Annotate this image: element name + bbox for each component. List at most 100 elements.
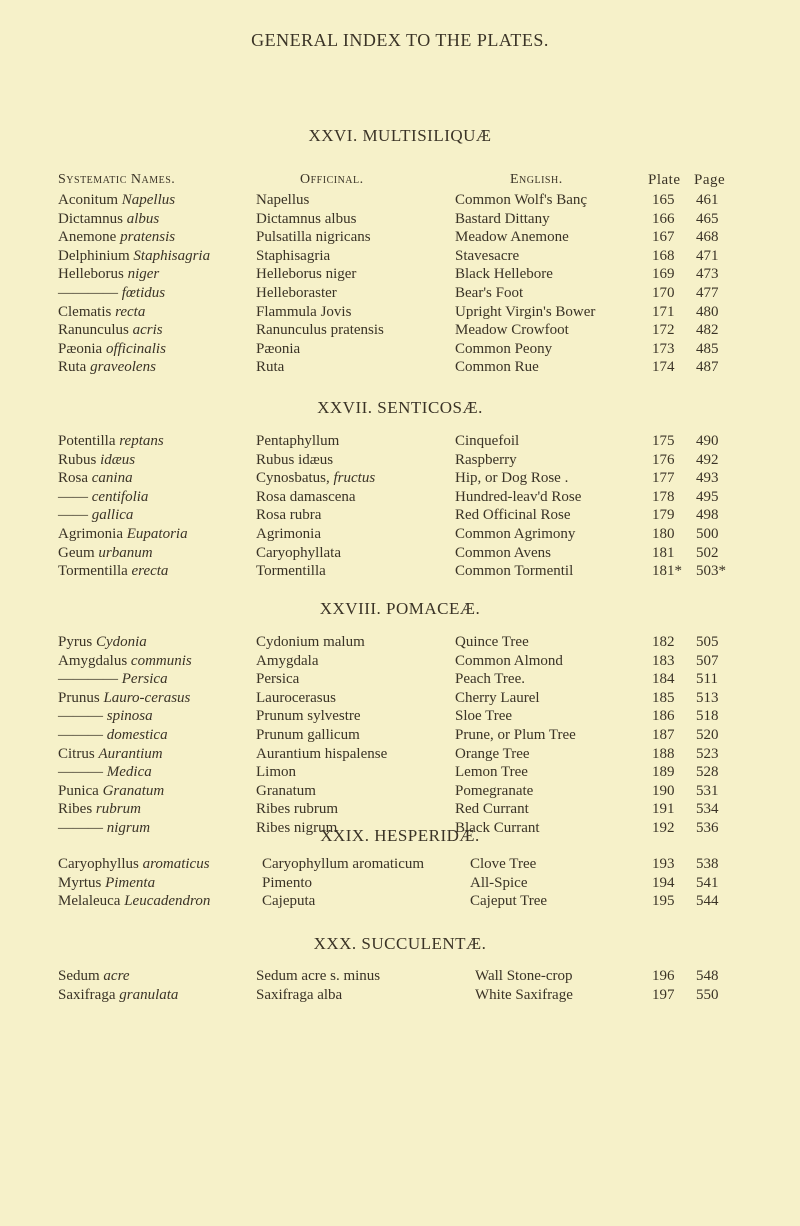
english-name: Common Rue: [455, 359, 539, 376]
genus: Amygdalus: [58, 652, 131, 669]
table-row: Punica Granatum Granatum Pomegranate 190 531: [0, 782, 800, 801]
systematic-name: Clematis recta: [58, 303, 145, 322]
species: niger: [127, 266, 160, 283]
page-number: 520: [696, 726, 719, 743]
table-row: Delphinium Staphisagria Staphisagria Stave…: [0, 247, 800, 266]
genus: Geum: [58, 544, 99, 561]
page-number: 485: [696, 340, 719, 357]
officinal-name: Cynosbatus, fructus: [256, 469, 375, 488]
species: Lauro-cerasus: [103, 689, 191, 706]
section-title: XXX. SUCCULENTÆ.: [313, 934, 487, 953]
section-table: Pyrus Cydonia Cydonium malum Quince Tree 18…: [0, 633, 800, 838]
officinal-roman: Aurantium hispalense: [256, 745, 388, 762]
english-name: Red Officinal Rose: [455, 507, 571, 524]
table-row: Clematis recta Flammula Jovis Upright Virg…: [0, 303, 800, 322]
page-number: 511: [696, 671, 718, 688]
table-row: ——— spinosa Prunum sylvestre Sloe Tree 186 5…: [0, 707, 800, 726]
genus: Ruta: [58, 359, 91, 376]
page-number: 500: [696, 525, 719, 542]
plate-number: 171: [652, 303, 675, 320]
plate-number: 178: [652, 488, 675, 505]
plate-number: 197: [652, 986, 675, 1003]
english-name: Orange Tree: [455, 745, 530, 762]
officinal-name: Ranunculus pratensis: [256, 321, 384, 340]
officinal-name: Agrimonia: [256, 525, 321, 544]
species: acre: [103, 968, 130, 984]
genus: Caryophyllus: [58, 856, 143, 872]
officinal-roman: Ribes nigrum: [256, 819, 338, 836]
page-number: 536: [696, 819, 719, 836]
english-name: Prune, or Plum Tree: [455, 726, 576, 743]
table-row: Ruta graveolens Ruta Common Rue 174 487: [0, 358, 800, 377]
species: albus: [126, 210, 160, 227]
officinal-roman: Pimento: [262, 874, 313, 891]
plate-number: 170: [652, 284, 675, 301]
genus: Clematis: [58, 303, 116, 320]
officinal-roman: Rosa damascena: [256, 488, 356, 505]
section-title: XXIX. HESPERIDÆ.: [320, 826, 480, 845]
genus: Anemone: [58, 229, 121, 246]
species: Persica: [121, 671, 168, 688]
officinal-name: Flammula Jovis: [256, 303, 351, 322]
page-number: 544: [696, 893, 719, 910]
systematic-name: Sedum acre: [58, 967, 130, 986]
species: pratensis: [120, 229, 176, 246]
english-name: Common Agrimony: [455, 525, 576, 542]
systematic-name: Citrus Aurantium: [58, 745, 163, 764]
species: Cydonia: [95, 634, 147, 650]
table-row: Myrtus Pimenta Pimento All-Spice 194 541: [0, 874, 800, 893]
genus: Potentilla: [58, 433, 120, 449]
systematic-name: Saxifraga granulata: [58, 986, 178, 1005]
systematic-name: Ranunculus acris: [58, 321, 163, 340]
english-name: Quince Tree: [455, 634, 529, 650]
systematic-name: Anemone pratensis: [58, 228, 175, 247]
table-row: Amygdalus communis Amygdala Common Almond 1…: [0, 652, 800, 671]
page-number: 468: [696, 229, 719, 246]
officinal-roman: Granatum: [256, 782, 316, 799]
plate-number: 182: [652, 634, 675, 650]
english-name: Meadow Crowfoot: [455, 322, 569, 339]
systematic-name: Geum urbanum: [58, 544, 153, 563]
english-name: Wall Stone-crop: [475, 968, 573, 984]
systematic-name: Delphinium Staphisagria: [58, 247, 210, 266]
systematic-name: Helleborus niger: [58, 265, 159, 284]
english-name: Common Tormentil: [455, 563, 574, 580]
plate-number: 186: [652, 708, 675, 725]
officinal-roman: Ribes rubrum: [256, 801, 339, 818]
page-number: 502: [696, 544, 719, 561]
genus: Delphinium: [58, 247, 134, 264]
officinal-name: Ruta: [256, 358, 284, 377]
officinal-name: Napellus: [256, 191, 309, 210]
genus: Melaleuca: [58, 893, 125, 910]
genus: Rosa: [58, 470, 92, 487]
genus: Ranunculus: [58, 322, 133, 339]
english-name: Upright Virgin's Bower: [455, 303, 596, 320]
officinal-name: Granatum: [256, 782, 316, 801]
species: fœtidus: [121, 284, 166, 301]
page-number: 473: [696, 266, 719, 283]
english-name: Bear's Foot: [455, 284, 524, 301]
table-row: —— gallica Rosa rubra Red Officinal Rose 17…: [0, 506, 800, 525]
genus: ———: [58, 708, 107, 725]
genus: Rubus: [58, 451, 101, 468]
officinal-roman: Ruta: [256, 359, 285, 376]
page-number: 541: [696, 874, 719, 891]
english-name: All-Spice: [470, 874, 528, 891]
species: canina: [91, 470, 133, 487]
genus: Ribes: [58, 801, 96, 818]
systematic-name: Ribes rubrum: [58, 800, 141, 819]
officinal-roman: Cydonium malum: [256, 634, 365, 650]
officinal-roman: Pæonia: [256, 340, 301, 357]
species: officinalis: [105, 340, 166, 357]
officinal-name: Ribes rubrum: [256, 800, 338, 819]
table-row: ———— fœtidus Helleboraster Bear's Foot 170 4…: [0, 284, 800, 303]
systematic-name: Pyrus Cydonia: [58, 633, 147, 652]
genus: ———: [58, 819, 107, 836]
plate-number: 173: [652, 340, 675, 357]
officinal-roman: Napellus: [256, 192, 310, 208]
species: Staphisagria: [133, 247, 211, 264]
officinal-name: Amygdala: [256, 652, 318, 671]
english-name: Cinquefoil: [455, 433, 520, 449]
genus: Myrtus: [58, 874, 106, 891]
officinal-name: Dictamnus albus: [256, 210, 356, 229]
